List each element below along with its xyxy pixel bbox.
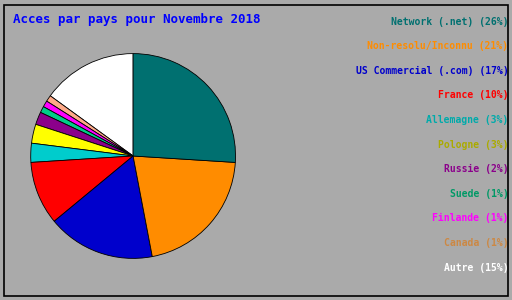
Text: Allemagne (3%): Allemagne (3%)	[426, 115, 508, 125]
Wedge shape	[31, 156, 133, 221]
Wedge shape	[133, 156, 236, 256]
Text: Canada (1%): Canada (1%)	[444, 238, 508, 248]
Text: Autre (15%): Autre (15%)	[444, 262, 508, 272]
Wedge shape	[31, 143, 133, 162]
Text: Pologne (3%): Pologne (3%)	[438, 140, 508, 149]
Text: Suede (1%): Suede (1%)	[450, 189, 508, 199]
Text: Non-resolu/Inconnu (21%): Non-resolu/Inconnu (21%)	[368, 41, 508, 51]
Wedge shape	[40, 107, 133, 156]
Wedge shape	[54, 156, 152, 258]
Wedge shape	[133, 54, 236, 162]
Text: Network (.net) (26%): Network (.net) (26%)	[391, 16, 508, 26]
Text: Russie (2%): Russie (2%)	[444, 164, 508, 174]
Text: Acces par pays pour Novembre 2018: Acces par pays pour Novembre 2018	[13, 14, 260, 26]
Wedge shape	[50, 54, 133, 156]
Text: US Commercial (.com) (17%): US Commercial (.com) (17%)	[356, 66, 508, 76]
Wedge shape	[44, 101, 133, 156]
Text: France (10%): France (10%)	[438, 90, 508, 100]
Wedge shape	[36, 112, 133, 156]
Text: Finlande (1%): Finlande (1%)	[432, 213, 508, 223]
Wedge shape	[47, 96, 133, 156]
Wedge shape	[32, 124, 133, 156]
